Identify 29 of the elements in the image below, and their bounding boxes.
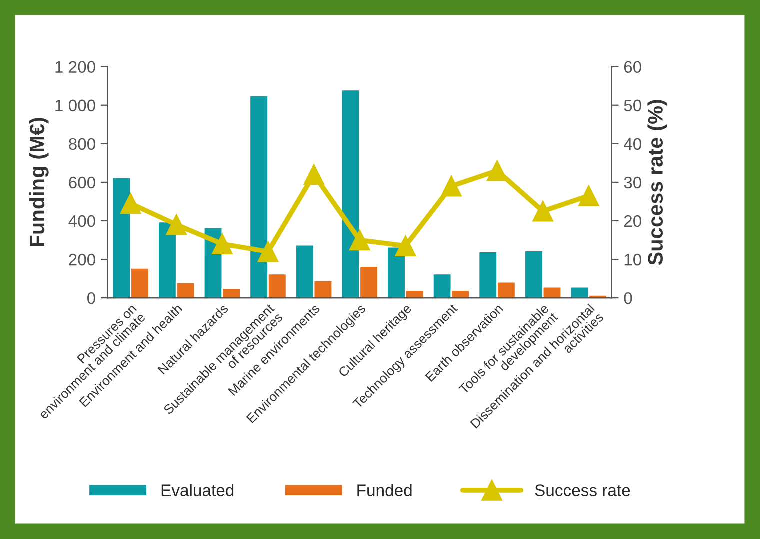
y2-tick-label: 10 bbox=[624, 254, 642, 266]
y2-tick-label: 20 bbox=[624, 215, 642, 228]
y-tick-label: 0 bbox=[87, 292, 96, 304]
point bbox=[166, 214, 188, 236]
y2-tick-label: 0 bbox=[624, 292, 632, 304]
y2-tick-label: 50 bbox=[624, 100, 642, 112]
point bbox=[578, 186, 600, 206]
point bbox=[212, 234, 233, 255]
y2-tick-label: 60 bbox=[624, 61, 642, 74]
legend-label: Evaluated bbox=[162, 484, 234, 496]
y-tick-label: 1 200 bbox=[56, 61, 96, 74]
y-tick-label: 600 bbox=[69, 176, 96, 189]
y-tick-label: 1 000 bbox=[56, 100, 96, 112]
y2-tick-label: 30 bbox=[624, 176, 642, 189]
point bbox=[120, 193, 142, 214]
y-tick-label: 200 bbox=[69, 254, 96, 266]
point bbox=[258, 241, 279, 262]
legend-label: Success rate bbox=[535, 484, 630, 496]
y-tick-label: 800 bbox=[69, 138, 96, 150]
point bbox=[441, 176, 462, 197]
y2-tick-label: 40 bbox=[624, 138, 642, 150]
y-tick-label: 400 bbox=[68, 215, 96, 228]
point bbox=[349, 230, 370, 251]
y2-axis-title: Success rate (%) bbox=[648, 100, 668, 266]
legend-label: Funded bbox=[358, 484, 412, 496]
y-axis-title: Funding (M€) bbox=[29, 118, 49, 246]
point bbox=[532, 200, 554, 222]
point bbox=[304, 164, 324, 186]
point bbox=[395, 236, 416, 256]
